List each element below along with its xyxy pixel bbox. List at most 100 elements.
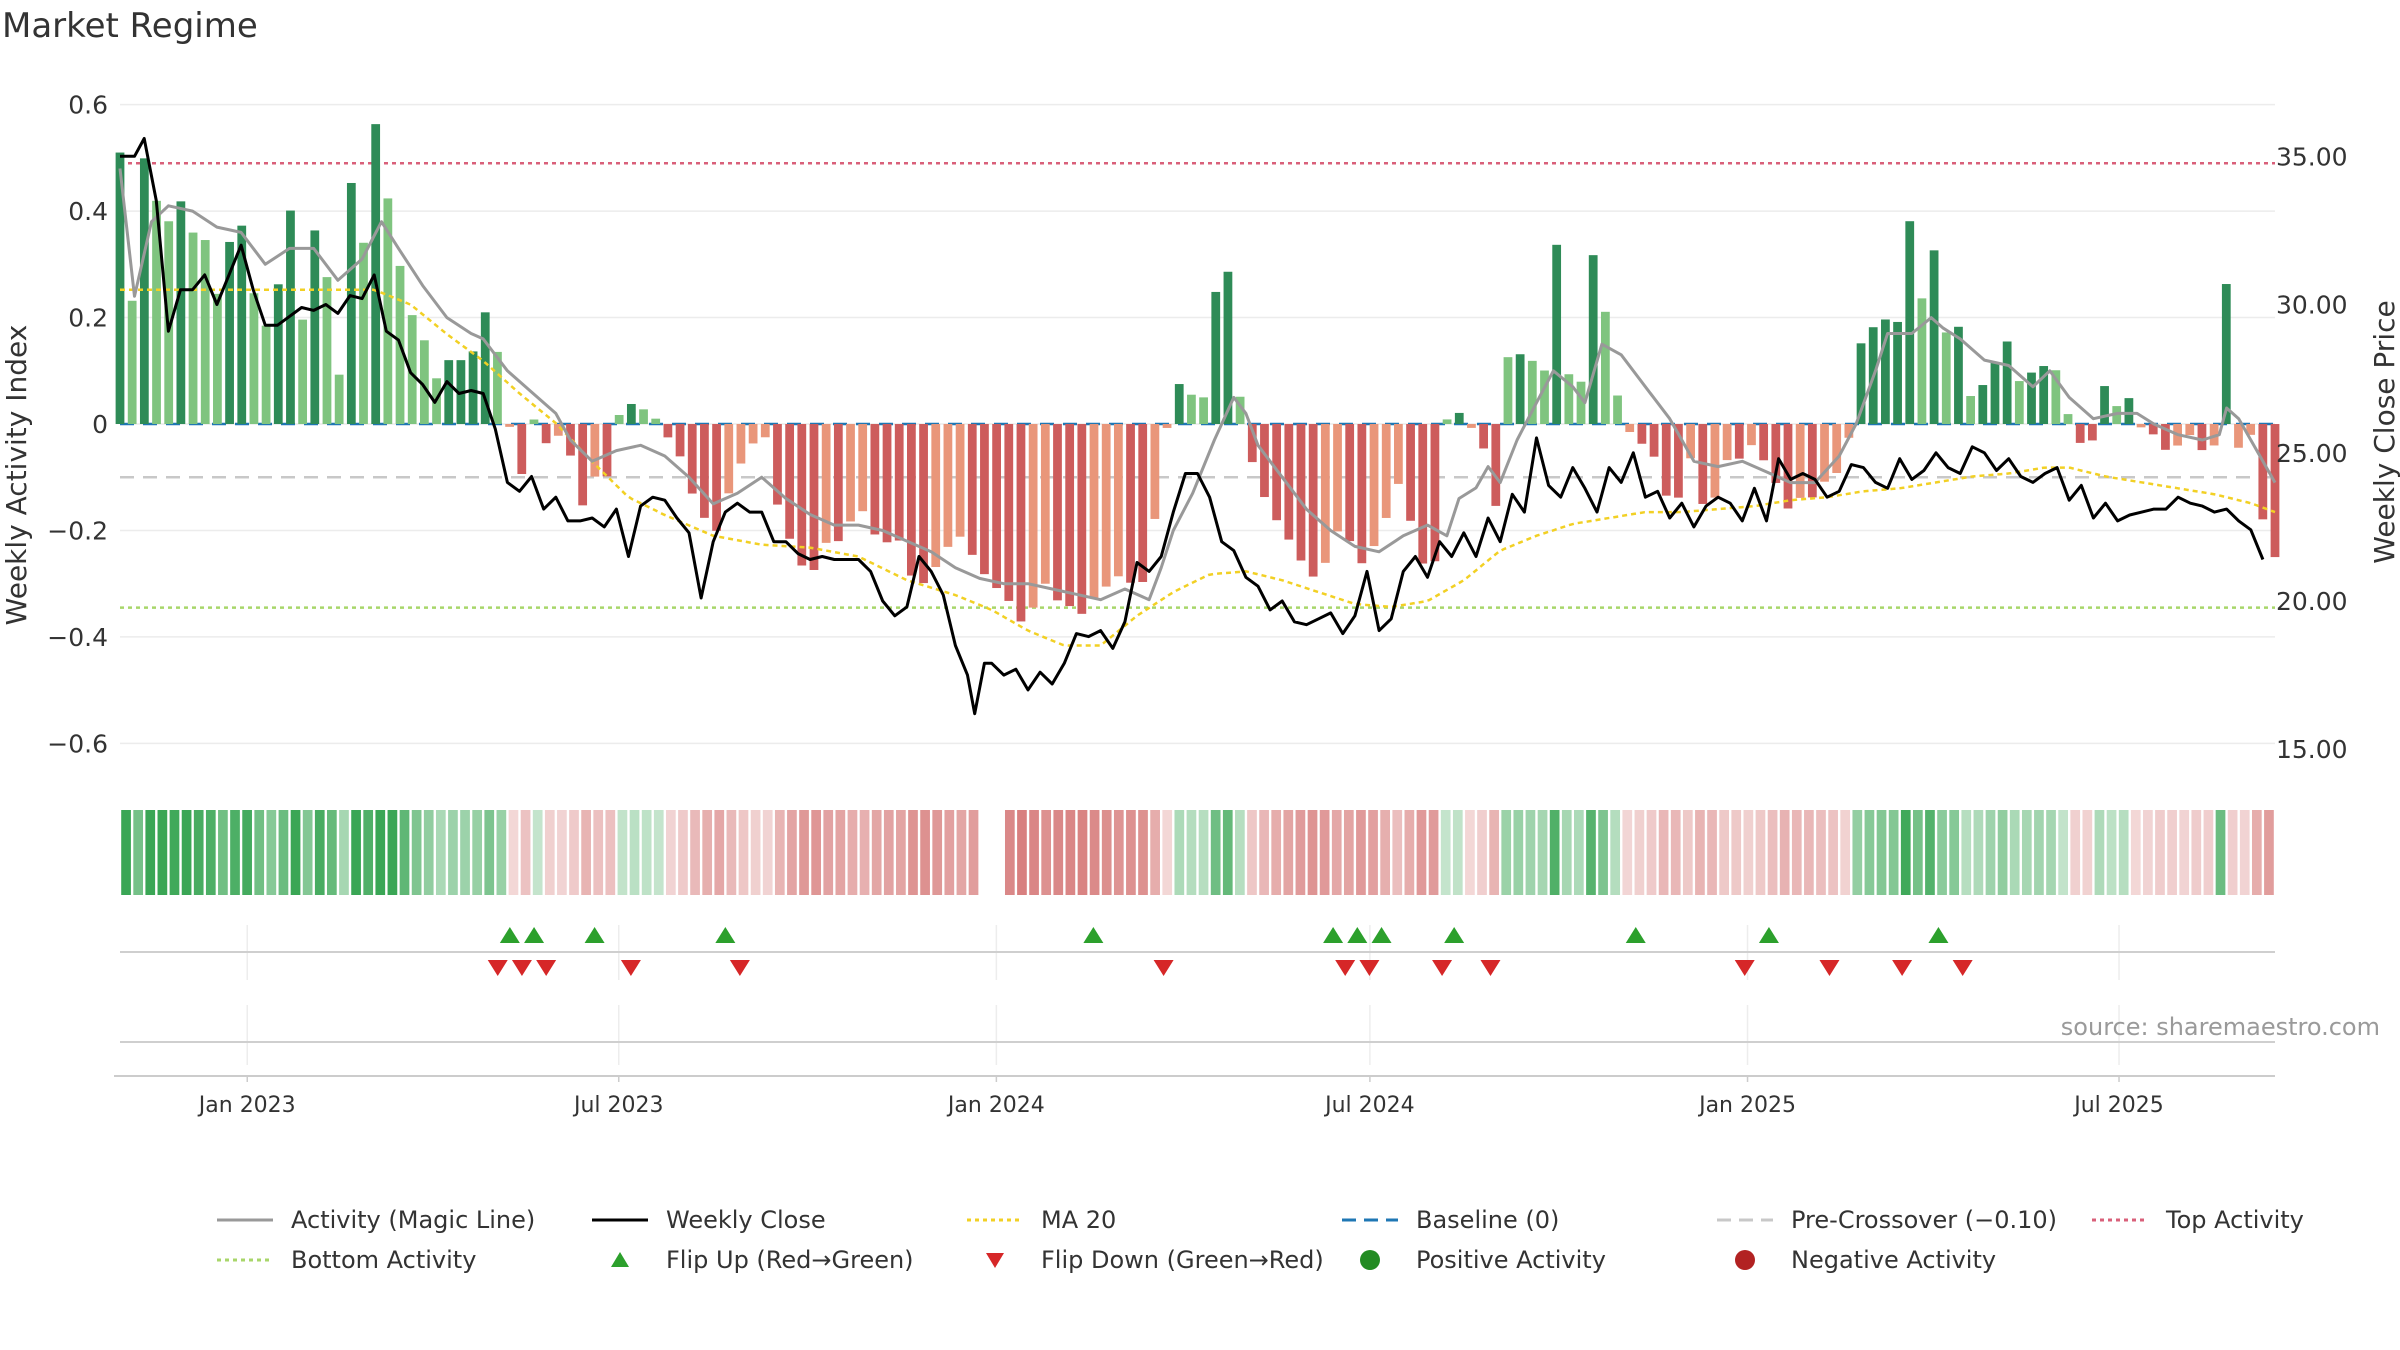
activity-bar: [505, 424, 514, 427]
regime-cell: [375, 810, 386, 895]
regime-cell: [1331, 810, 1342, 895]
activity-bar: [407, 315, 417, 425]
flip-down-marker: [1359, 960, 1380, 976]
regime-cell: [932, 810, 943, 895]
regime-cell: [1392, 810, 1403, 895]
activity-bar: [858, 424, 868, 512]
legend-symbol: [611, 1252, 629, 1267]
regime-cell: [399, 810, 410, 895]
regime-cell: [508, 810, 519, 895]
y2-tick-label: 25.00: [2276, 439, 2348, 468]
activity-bar: [1138, 424, 1148, 582]
activity-bar: [797, 424, 807, 566]
activity-bar: [1162, 424, 1172, 428]
y2-tick-label: 30.00: [2276, 291, 2348, 320]
activity-bar: [639, 409, 648, 425]
activity-bar: [1369, 424, 1379, 547]
activity-bar: [675, 424, 685, 457]
legend-label: MA 20: [1041, 1206, 1117, 1234]
activity-bar: [1710, 424, 1720, 498]
regime-cell: [2094, 810, 2105, 895]
activity-bar: [1832, 424, 1842, 474]
regime-strip: [121, 810, 2274, 895]
regime-cell: [726, 810, 737, 895]
regime-cell: [1186, 810, 1197, 895]
activity-bar: [383, 198, 393, 425]
activity-bar: [663, 424, 673, 438]
legend-item: Flip Up (Red→Green): [590, 1245, 965, 1275]
regime-cell: [1719, 810, 1729, 895]
regime-cell: [799, 810, 809, 895]
weekly-close-line: [120, 137, 2265, 716]
activity-bar: [931, 424, 941, 568]
regime-cell: [2130, 810, 2141, 895]
activity-bar: [1126, 424, 1135, 583]
regime-cell: [1912, 810, 1923, 895]
activity-bar: [1613, 395, 1622, 425]
activity-bar: [152, 200, 161, 425]
activity-bar: [261, 325, 271, 425]
regime-cell: [1222, 810, 1233, 895]
regime-cell: [787, 810, 797, 895]
regime-cell: [1174, 810, 1185, 895]
activity-bar: [870, 424, 880, 535]
flip-down-marker: [729, 960, 750, 976]
activity-bar: [2258, 424, 2268, 520]
activity-bar: [2124, 398, 2134, 425]
regime-cell: [290, 810, 301, 895]
regime-cell: [883, 810, 894, 895]
legend-label: Baseline (0): [1416, 1206, 1560, 1234]
regime-cell: [218, 810, 228, 895]
activity-bar: [334, 374, 344, 425]
activity-bar: [1771, 424, 1781, 483]
regime-cell: [1501, 810, 1512, 895]
flip-up-marker: [1444, 927, 1465, 943]
regime-cell: [448, 810, 458, 895]
flip-down-marker: [1335, 960, 1356, 976]
activity-bar: [541, 424, 551, 444]
left-y-axis: 0.6 0.4 0.2 0 −0.2 −0.4 −0.6: [47, 91, 108, 759]
activity-bar: [1016, 424, 1026, 622]
y-tick-label: −0.6: [47, 729, 108, 758]
activity-bar: [1966, 396, 1976, 425]
regime-cell: [2058, 810, 2068, 895]
activity-bar: [712, 424, 721, 531]
regime-cell: [1416, 810, 1427, 895]
activity-bar: [1722, 424, 1732, 461]
regime-cell: [811, 810, 821, 895]
regime-cell: [1017, 810, 1027, 895]
activity-bar: [1747, 424, 1756, 446]
regime-cell: [472, 810, 483, 895]
regime-cell: [1731, 810, 1742, 895]
activity-bar: [2221, 284, 2231, 425]
regime-cell: [1864, 810, 1875, 895]
flip-markers-panel: [120, 925, 2275, 980]
activity-bar: [213, 293, 222, 425]
y2-tick-label: 35.00: [2276, 142, 2348, 171]
y-tick-label: 0.2: [68, 304, 108, 333]
activity-bar: [1856, 343, 1866, 425]
bottom-panel: [120, 1005, 2275, 1065]
activity-bar: [1101, 424, 1111, 587]
activity-bar: [237, 225, 247, 425]
regime-cell: [2082, 810, 2093, 895]
regime-cell: [193, 810, 204, 895]
regime-cell: [145, 810, 156, 895]
activity-bar: [614, 414, 624, 425]
regime-cell: [1210, 810, 1221, 895]
flip-down-marker: [511, 960, 532, 976]
activity-bar: [882, 424, 892, 543]
activity-bar: [1661, 424, 1671, 496]
activity-bar: [2197, 424, 2207, 451]
legend-item: Weekly Close: [590, 1205, 965, 1235]
activity-bar: [590, 424, 600, 477]
activity-bar: [2100, 386, 2109, 425]
activity-bar: [139, 158, 149, 425]
activity-bar: [1479, 424, 1488, 449]
activity-bar: [1394, 424, 1403, 484]
flip-down-marker: [1432, 960, 1453, 976]
regime-cell: [1489, 810, 1499, 895]
legend-triangle-down: [986, 1253, 1004, 1268]
activity-bar: [115, 152, 125, 425]
x-tick-label: Jul 2025: [2072, 1093, 2164, 1118]
